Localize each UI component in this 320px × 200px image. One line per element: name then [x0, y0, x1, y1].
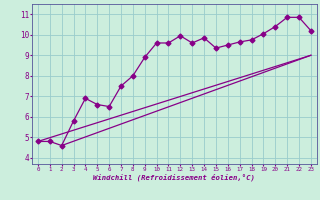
X-axis label: Windchill (Refroidissement éolien,°C): Windchill (Refroidissement éolien,°C) [93, 173, 255, 181]
